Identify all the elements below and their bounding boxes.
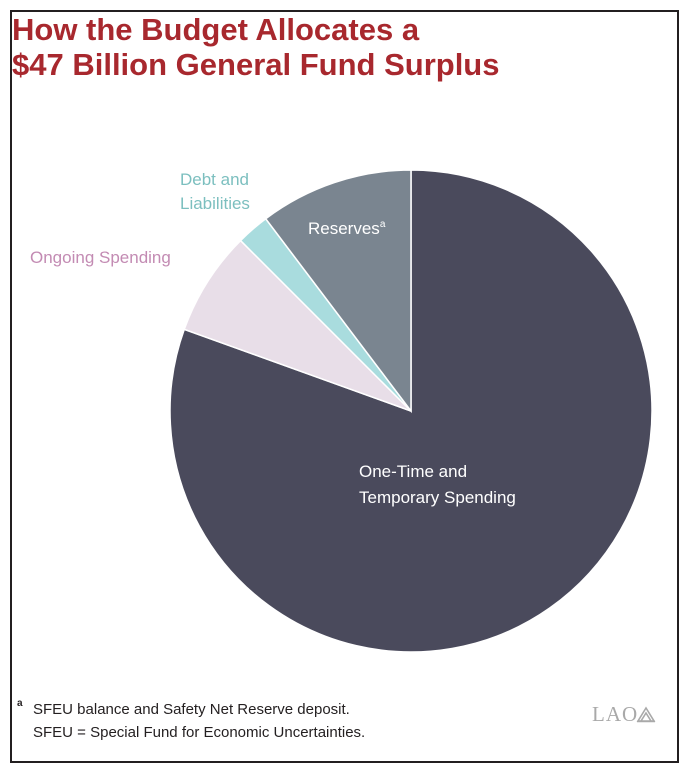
footnote-line-1: a SFEU balance and Safety Net Reserve dep… (17, 698, 365, 721)
pie-slices (169, 169, 653, 653)
slice-label-ongoing-line-1: Ongoing Spending (30, 248, 171, 267)
slice-label-one-time: One-Time and Temporary Spending (359, 462, 516, 507)
pie-labels: One-Time and Temporary Spending Ongoing … (30, 170, 516, 507)
pie-slice-reserves (264, 169, 412, 414)
lao-logo-mark-icon (636, 706, 656, 723)
slice-label-debt-line-2: Liabilities (180, 194, 250, 213)
chart-title: How the Budget Allocates a $47 Billion G… (12, 12, 499, 82)
footnote-marker: a (17, 698, 23, 709)
slice-label-debt: Debt and Liabilities (180, 170, 254, 213)
lao-logo-text: LAO (592, 702, 639, 726)
title-line-2: $47 Billion General Fund Surplus (12, 47, 500, 82)
slice-label-one-time-line-2: Temporary Spending (359, 488, 516, 507)
pie-slice-ongoing (183, 239, 412, 412)
footnote-line-2: SFEU = Special Fund for Economic Uncerta… (33, 724, 366, 741)
slice-label-ongoing: Ongoing Spending (30, 248, 171, 267)
title-line-1: How the Budget Allocates a (12, 12, 420, 47)
lao-logo: LAO (592, 702, 656, 727)
slice-label-one-time-line-1: One-Time and (359, 462, 467, 481)
slice-label-debt-line-1: Debt and (180, 170, 249, 189)
footnote-text-1: SFEU balance and Safety Net Reserve depo… (33, 701, 350, 718)
footnote: a SFEU balance and Safety Net Reserve dep… (17, 698, 365, 744)
slice-label-reserves: Reservesa (308, 219, 386, 238)
slice-label-reserves-line-1: Reserves (308, 219, 380, 238)
slice-label-reserves-superscript: a (380, 219, 386, 230)
